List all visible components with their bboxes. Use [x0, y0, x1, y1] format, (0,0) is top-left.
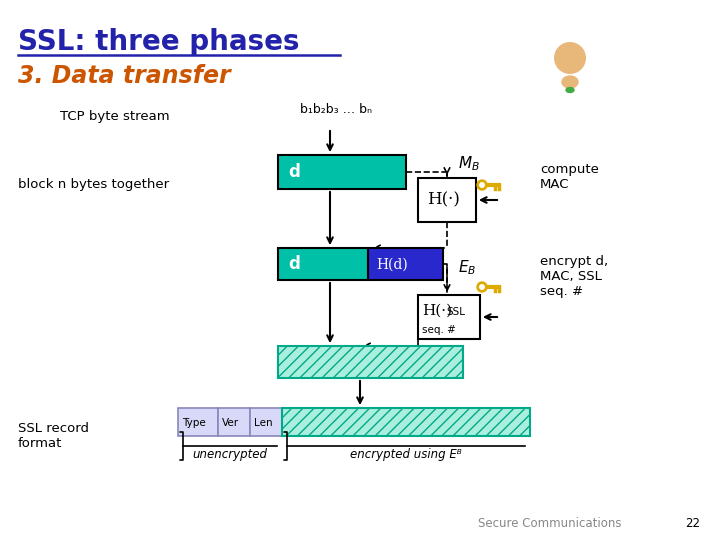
- Text: b₁b₂b₃ … bₙ: b₁b₂b₃ … bₙ: [300, 103, 372, 116]
- Text: d: d: [288, 163, 300, 181]
- Ellipse shape: [562, 76, 578, 88]
- Bar: [178, 408, 218, 436]
- Text: Type: Type: [182, 418, 206, 428]
- Bar: [278, 248, 368, 280]
- Text: $E_B$: $E_B$: [458, 258, 476, 276]
- Text: SSL: SSL: [446, 307, 465, 317]
- Text: H(·): H(·): [422, 304, 452, 318]
- Bar: [250, 408, 282, 436]
- Text: SSL: three phases: SSL: three phases: [18, 28, 300, 56]
- Bar: [218, 408, 250, 436]
- Circle shape: [480, 285, 485, 289]
- Circle shape: [480, 183, 485, 187]
- Bar: [278, 346, 463, 378]
- Bar: [282, 408, 530, 436]
- Bar: [278, 155, 406, 189]
- Bar: [368, 248, 443, 280]
- Text: encrypt d,
MAC, SSL
seq. #: encrypt d, MAC, SSL seq. #: [540, 255, 608, 298]
- Text: unencrypted: unencrypted: [192, 448, 268, 461]
- Text: TCP byte stream: TCP byte stream: [60, 110, 170, 123]
- Text: Len: Len: [254, 418, 273, 428]
- Bar: [418, 178, 476, 222]
- Text: H(·): H(·): [427, 191, 460, 208]
- Text: d: d: [288, 255, 300, 273]
- Bar: [418, 295, 480, 339]
- Text: Secure Communications: Secure Communications: [478, 517, 621, 530]
- Text: compute
MAC: compute MAC: [540, 163, 599, 191]
- Text: seq. #: seq. #: [422, 325, 456, 335]
- Text: 22: 22: [685, 517, 700, 530]
- Text: SSL record
format: SSL record format: [18, 422, 89, 450]
- Circle shape: [477, 282, 487, 292]
- Ellipse shape: [566, 87, 574, 92]
- Text: encrypted using Eᴮ: encrypted using Eᴮ: [350, 448, 462, 461]
- Text: H(d): H(d): [376, 258, 408, 272]
- Circle shape: [477, 180, 487, 190]
- Text: block n bytes together: block n bytes together: [18, 178, 169, 191]
- Text: $M_B$: $M_B$: [458, 154, 480, 173]
- Circle shape: [554, 42, 586, 74]
- Text: Ver: Ver: [222, 418, 239, 428]
- Text: 3. Data transfer: 3. Data transfer: [18, 64, 230, 88]
